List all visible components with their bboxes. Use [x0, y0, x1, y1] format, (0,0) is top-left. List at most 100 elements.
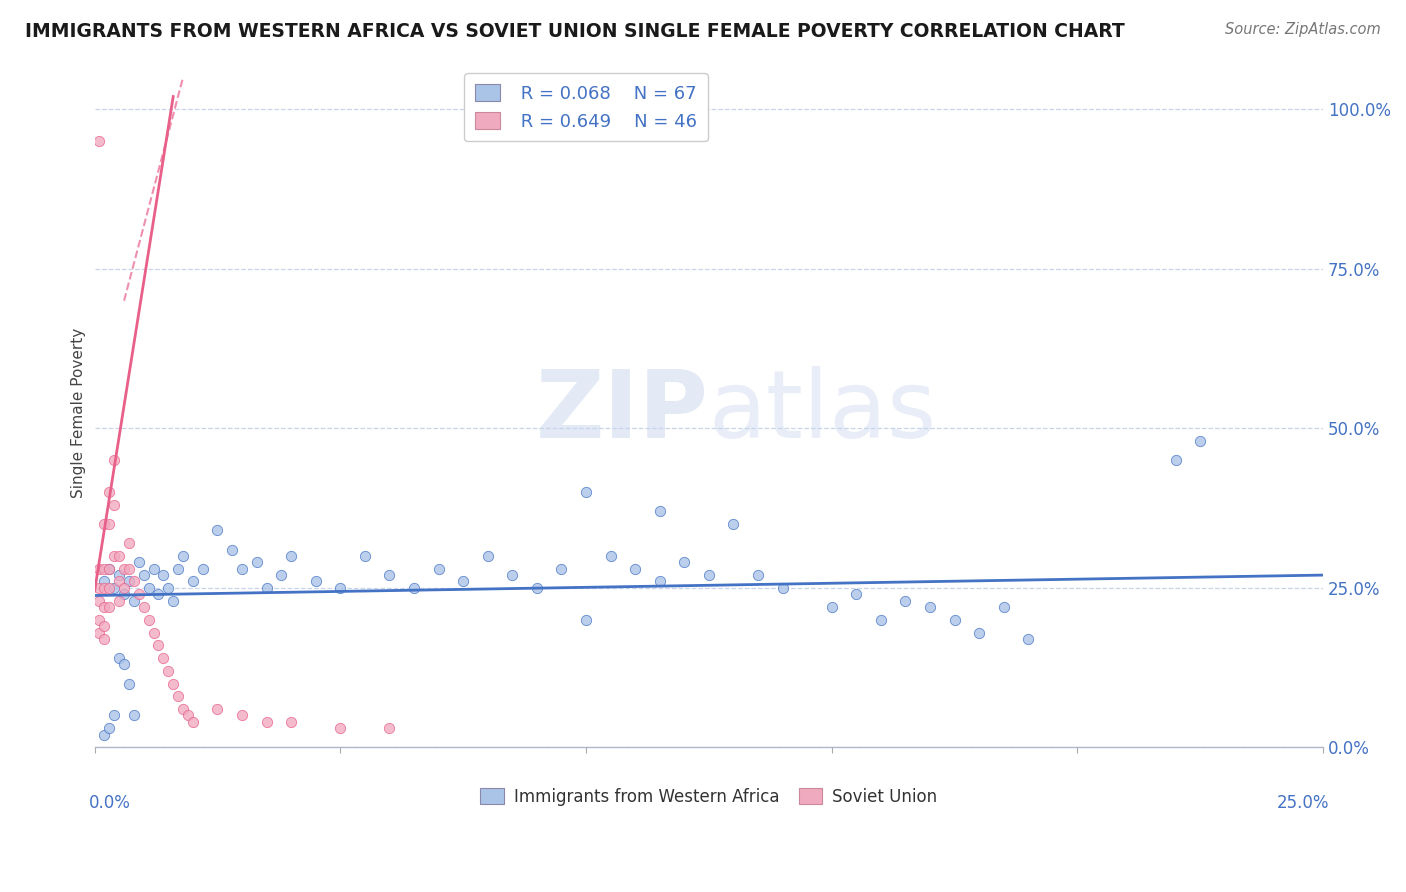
- Point: [98, 516, 121, 531]
- Point: [103, 453, 125, 467]
- Point: [231, 708, 253, 723]
- Point: [673, 555, 696, 569]
- Point: [821, 599, 844, 614]
- Point: [93, 574, 115, 589]
- Point: [89, 581, 111, 595]
- Point: [624, 562, 647, 576]
- Point: [122, 708, 145, 723]
- Point: [221, 542, 243, 557]
- Point: [118, 562, 141, 576]
- Point: [98, 562, 121, 576]
- Point: [207, 524, 229, 538]
- Point: [246, 555, 269, 569]
- Point: [172, 702, 194, 716]
- Point: [575, 485, 598, 500]
- Text: IMMIGRANTS FROM WESTERN AFRICA VS SOVIET UNION SINGLE FEMALE POVERTY CORRELATION: IMMIGRANTS FROM WESTERN AFRICA VS SOVIET…: [25, 22, 1125, 41]
- Point: [747, 568, 769, 582]
- Point: [177, 708, 200, 723]
- Point: [599, 549, 621, 563]
- Point: [142, 625, 165, 640]
- Point: [142, 562, 165, 576]
- Point: [98, 581, 121, 595]
- Point: [122, 574, 145, 589]
- Point: [118, 574, 141, 589]
- Y-axis label: Single Female Poverty: Single Female Poverty: [72, 327, 86, 498]
- Point: [89, 613, 111, 627]
- Point: [1017, 632, 1039, 646]
- Point: [128, 587, 150, 601]
- Point: [152, 568, 174, 582]
- Point: [108, 574, 131, 589]
- Point: [157, 581, 180, 595]
- Point: [93, 516, 115, 531]
- Point: [697, 568, 720, 582]
- Point: [1189, 434, 1212, 449]
- Point: [108, 651, 131, 665]
- Point: [98, 562, 121, 576]
- Point: [526, 581, 548, 595]
- Text: 0.0%: 0.0%: [89, 794, 131, 813]
- Point: [943, 613, 966, 627]
- Text: atlas: atlas: [709, 367, 938, 458]
- Point: [207, 702, 229, 716]
- Point: [103, 498, 125, 512]
- Point: [329, 721, 352, 735]
- Point: [869, 613, 891, 627]
- Point: [89, 134, 111, 148]
- Point: [993, 599, 1015, 614]
- Point: [162, 593, 184, 607]
- Point: [98, 599, 121, 614]
- Point: [894, 593, 917, 607]
- Point: [93, 619, 115, 633]
- Point: [103, 708, 125, 723]
- Text: 25.0%: 25.0%: [1277, 794, 1329, 813]
- Point: [378, 721, 401, 735]
- Point: [501, 568, 523, 582]
- Point: [280, 549, 302, 563]
- Point: [845, 587, 868, 601]
- Point: [402, 581, 425, 595]
- Point: [772, 581, 794, 595]
- Point: [329, 581, 352, 595]
- Point: [967, 625, 990, 640]
- Text: ZIP: ZIP: [536, 367, 709, 458]
- Point: [181, 714, 204, 729]
- Point: [93, 599, 115, 614]
- Point: [108, 549, 131, 563]
- Point: [167, 562, 190, 576]
- Point: [575, 613, 598, 627]
- Point: [118, 536, 141, 550]
- Point: [550, 562, 572, 576]
- Point: [231, 562, 253, 576]
- Point: [112, 581, 135, 595]
- Point: [191, 562, 214, 576]
- Point: [723, 516, 745, 531]
- Point: [118, 676, 141, 690]
- Legend: Immigrants from Western Africa, Soviet Union: Immigrants from Western Africa, Soviet U…: [474, 781, 945, 813]
- Point: [157, 664, 180, 678]
- Point: [103, 549, 125, 563]
- Point: [167, 690, 190, 704]
- Point: [89, 625, 111, 640]
- Point: [148, 638, 170, 652]
- Point: [148, 587, 170, 601]
- Point: [108, 593, 131, 607]
- Point: [128, 555, 150, 569]
- Point: [112, 657, 135, 672]
- Point: [354, 549, 377, 563]
- Text: Source: ZipAtlas.com: Source: ZipAtlas.com: [1225, 22, 1381, 37]
- Point: [89, 593, 111, 607]
- Point: [138, 581, 160, 595]
- Point: [477, 549, 499, 563]
- Point: [648, 574, 671, 589]
- Point: [112, 587, 135, 601]
- Point: [918, 599, 941, 614]
- Point: [108, 568, 131, 582]
- Point: [172, 549, 194, 563]
- Point: [305, 574, 328, 589]
- Point: [93, 581, 115, 595]
- Point: [1164, 453, 1187, 467]
- Point: [138, 613, 160, 627]
- Point: [112, 562, 135, 576]
- Point: [98, 485, 121, 500]
